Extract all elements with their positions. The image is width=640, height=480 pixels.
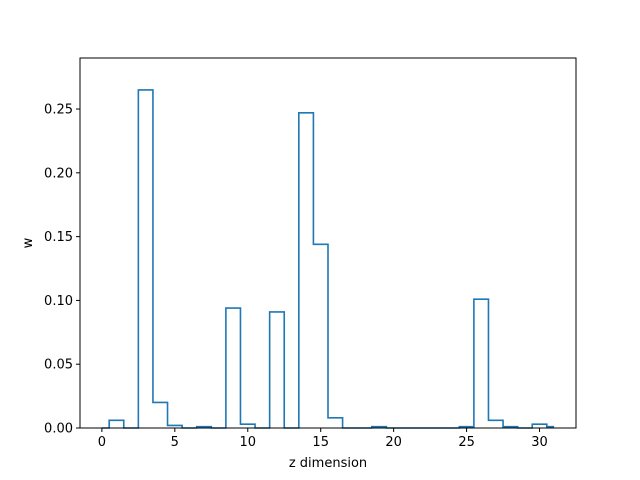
y-axis-label: w (21, 237, 36, 248)
series-layer (101, 89, 555, 429)
series-line-0 (101, 89, 555, 429)
y-tick-label: 0.25 (44, 103, 73, 118)
y-axis: 0.00 0.05 0.10 0.15 0.20 0.25 (44, 103, 80, 437)
x-tick-label: 15 (312, 435, 329, 450)
x-axis: 0 5 10 15 20 25 30 (98, 428, 548, 450)
x-tick-label: 25 (458, 435, 475, 450)
x-tick-label: 0 (98, 435, 106, 450)
x-tick-label: 10 (239, 435, 256, 450)
y-tick-label: 0.15 (44, 230, 73, 245)
y-tick-label: 0.05 (44, 358, 73, 373)
plot-frame (79, 57, 577, 429)
x-tick-label: 30 (531, 435, 548, 450)
y-tick-label: 0.10 (44, 294, 73, 309)
y-tick-label: 0.20 (44, 166, 73, 181)
y-tick-label: 0.00 (44, 422, 73, 437)
x-tick-label: 5 (171, 435, 179, 450)
x-axis-label: z dimension (289, 456, 367, 471)
x-tick-label: 20 (385, 435, 402, 450)
